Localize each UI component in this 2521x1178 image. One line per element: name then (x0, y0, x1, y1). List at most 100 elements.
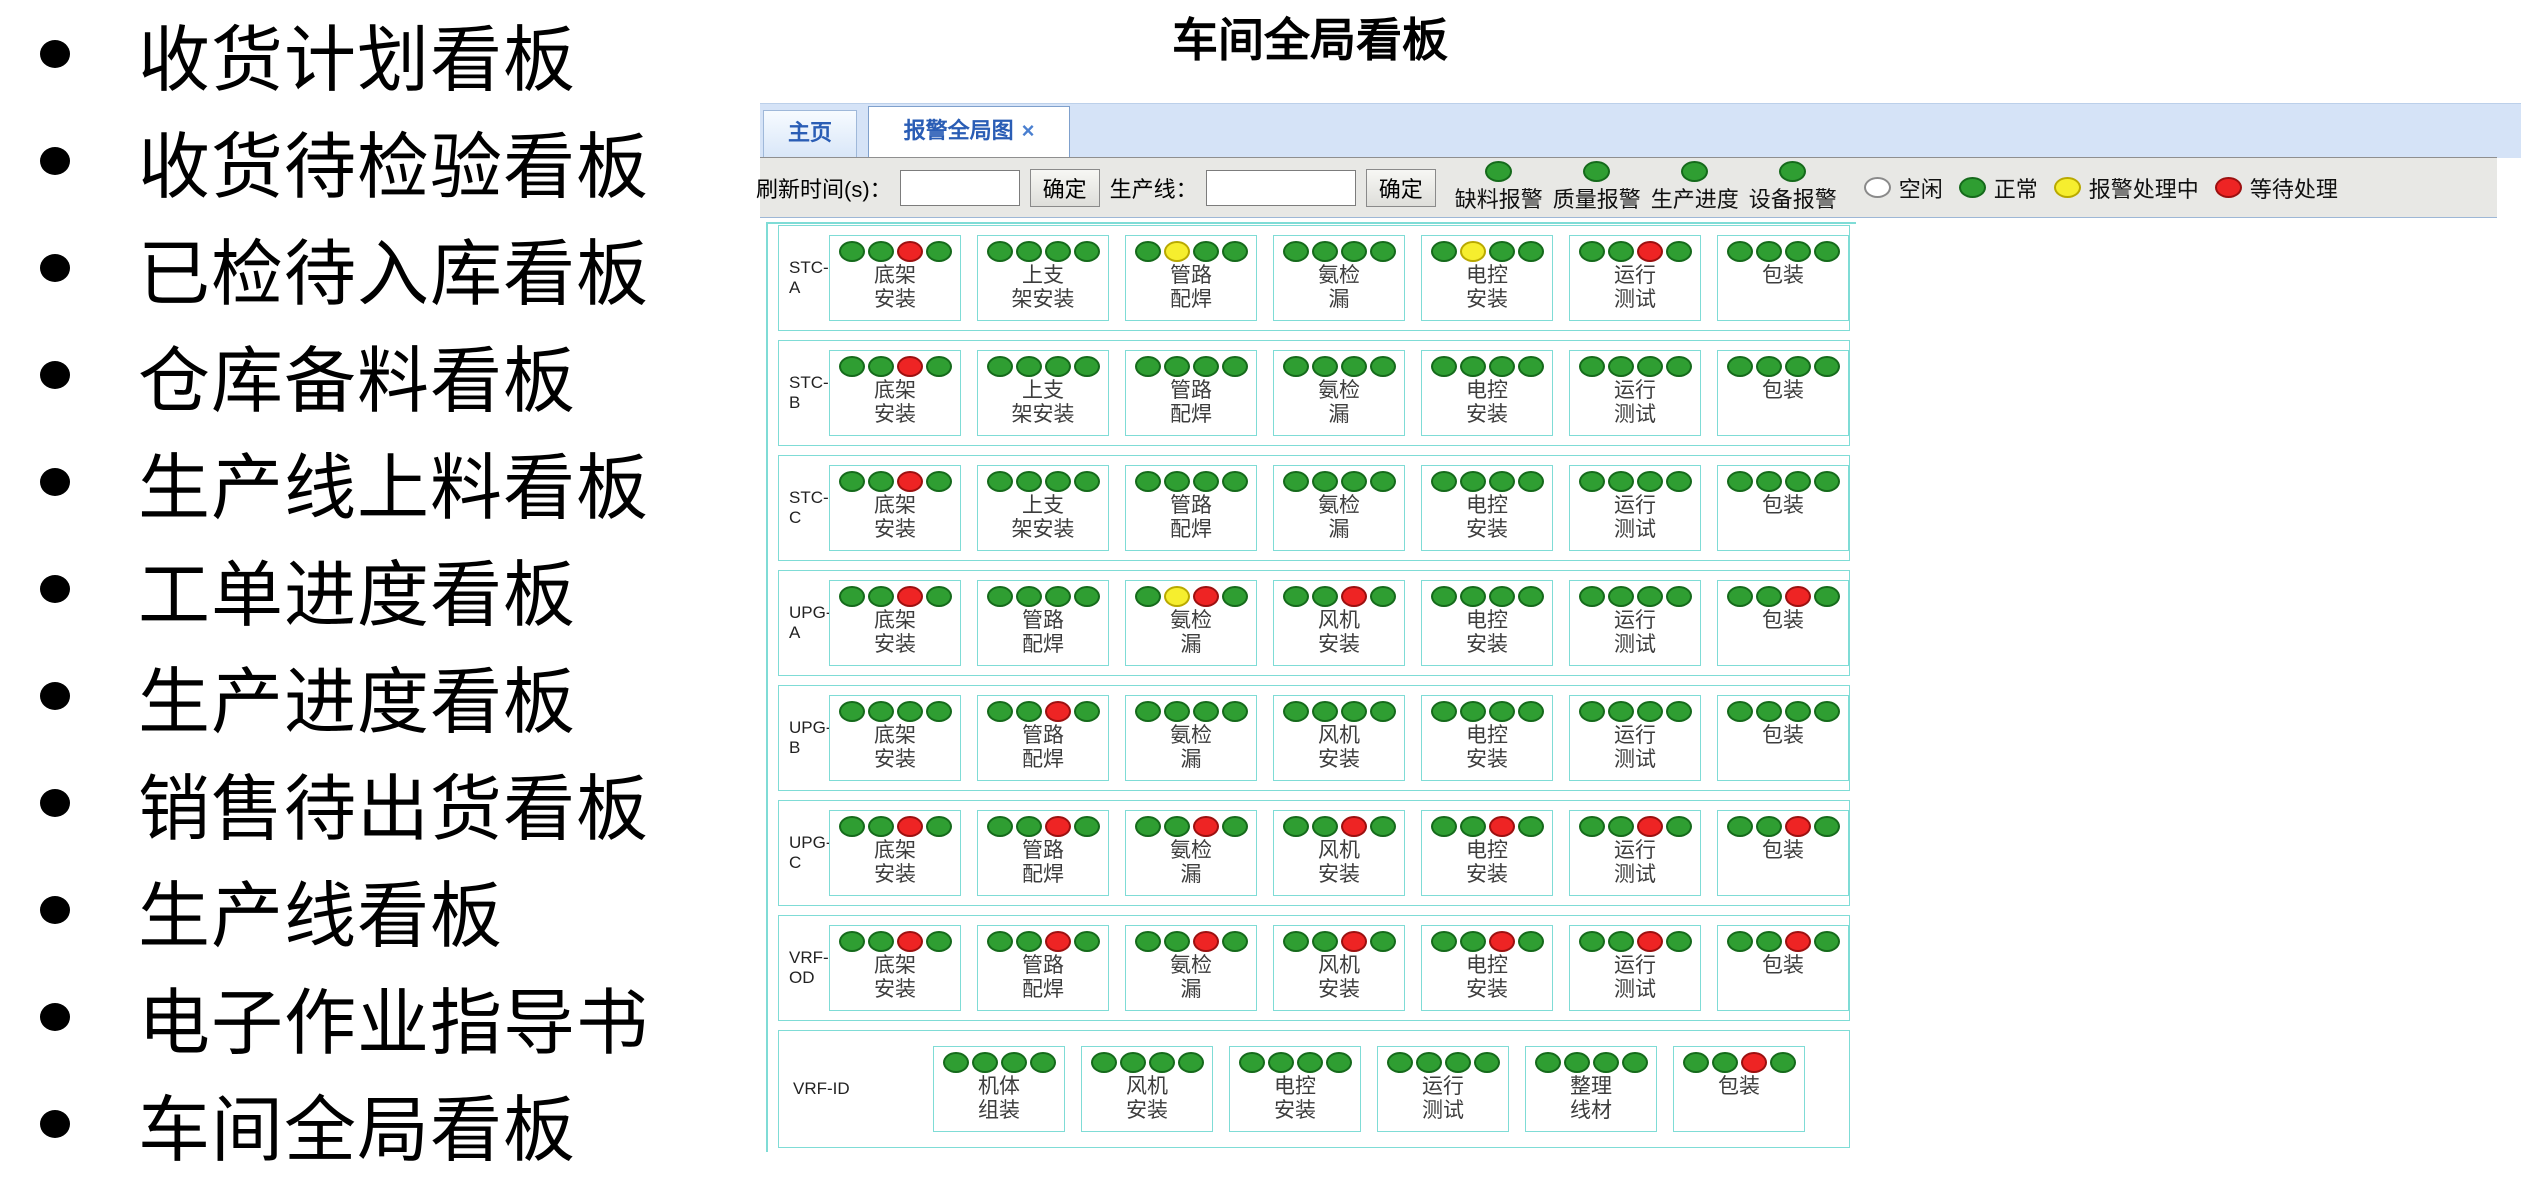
status-dot-waiting (896, 816, 923, 837)
status-dot-normal (1665, 586, 1692, 607)
status-dot-normal (1784, 471, 1811, 492)
status-dot-processing (2053, 177, 2081, 198)
status-dot-normal (1621, 1052, 1648, 1073)
station-box-运行测试[interactable]: 运行 测试 (1377, 1046, 1509, 1132)
status-dot-normal (1311, 931, 1338, 952)
station-box-氨检漏[interactable]: 氨检漏 (1273, 465, 1405, 551)
station-box-管路配焊[interactable]: 管路 配焊 (977, 810, 1109, 896)
station-box-底架安装[interactable]: 底架 安装 (829, 350, 961, 436)
status-dot-normal (925, 356, 952, 377)
line-row-STC-C: STC- C 底架 安装 上支 架安装 管路 配焊 氨检漏 电控 安装 运行 测试 包装 (778, 455, 1850, 561)
station-box-电控安装[interactable]: 电控 安装 (1421, 580, 1553, 666)
station-box-整理线材[interactable]: 整理 线材 (1525, 1046, 1657, 1132)
station-box-管路配焊[interactable]: 管路 配焊 (1125, 350, 1257, 436)
station-box-包装[interactable]: 包装 (1717, 925, 1849, 1011)
status-dot-normal (986, 586, 1013, 607)
station-box-电控安装[interactable]: 电控 安装 (1421, 810, 1553, 896)
close-tab-icon[interactable]: × (1021, 118, 1035, 143)
station-box-底架安装[interactable]: 底架 安装 (829, 465, 961, 551)
station-box-电控安装[interactable]: 电控 安装 (1421, 465, 1553, 551)
station-box-氨检漏[interactable]: 氨检漏 (1125, 925, 1257, 1011)
tab-home[interactable]: 主页 (763, 110, 857, 158)
status-dot-normal (1282, 586, 1309, 607)
station-box-包装[interactable]: 包装 (1717, 465, 1849, 551)
station-box-电控安装[interactable]: 电控 安装 (1229, 1046, 1361, 1132)
station-box-运行测试[interactable]: 运行 测试 (1569, 810, 1701, 896)
station-box-风机安装[interactable]: 风机 安装 (1081, 1046, 1213, 1132)
station-box-风机安装[interactable]: 风机 安装 (1273, 810, 1405, 896)
status-dot-normal (1073, 701, 1100, 722)
bullet-icon (40, 1002, 70, 1031)
page-title: 车间全局看板 (1172, 14, 1448, 66)
station-box-管路配焊[interactable]: 管路 配焊 (977, 695, 1109, 781)
station-box-管路配焊[interactable]: 管路 配焊 (977, 925, 1109, 1011)
station-box-管路配焊[interactable]: 管路 配焊 (1125, 465, 1257, 551)
station-status-dots (1430, 816, 1544, 837)
station-box-电控安装[interactable]: 电控 安装 (1421, 235, 1553, 321)
station-box-上支架安装[interactable]: 上支 架安装 (977, 350, 1109, 436)
status-dot-waiting (1636, 931, 1663, 952)
station-box-机体组装[interactable]: 机体 组装 (933, 1046, 1065, 1132)
status-dot-normal (1578, 931, 1605, 952)
station-name: 底架 安装 (874, 264, 916, 311)
alarm-legend-item: 缺料报警 (1455, 161, 1543, 214)
refresh-time-input[interactable] (899, 169, 1020, 206)
station-box-电控安装[interactable]: 电控 安装 (1421, 925, 1553, 1011)
station-box-包装[interactable]: 包装 (1717, 695, 1849, 781)
station-box-运行测试[interactable]: 运行 测试 (1569, 350, 1701, 436)
station-box-运行测试[interactable]: 运行 测试 (1569, 465, 1701, 551)
station-name: 风机 安装 (1318, 839, 1360, 886)
station-box-电控安装[interactable]: 电控 安装 (1421, 695, 1553, 781)
station-box-电控安装[interactable]: 电控 安装 (1421, 350, 1553, 436)
station-box-底架安装[interactable]: 底架 安装 (829, 235, 961, 321)
station-status-dots (986, 586, 1100, 607)
station-box-运行测试[interactable]: 运行 测试 (1569, 580, 1701, 666)
station-box-底架安装[interactable]: 底架 安装 (829, 810, 961, 896)
station-box-氨检漏[interactable]: 氨检漏 (1125, 810, 1257, 896)
status-dot-normal (1311, 816, 1338, 837)
status-dot-normal (1563, 1052, 1590, 1073)
status-dot-waiting (1784, 816, 1811, 837)
station-box-氨检漏[interactable]: 氨检漏 (1125, 580, 1257, 666)
station-box-氨检漏[interactable]: 氨检漏 (1273, 235, 1405, 321)
station-box-包装[interactable]: 包装 (1717, 810, 1849, 896)
station-box-管路配焊[interactable]: 管路 配焊 (977, 580, 1109, 666)
station-box-运行测试[interactable]: 运行 测试 (1569, 235, 1701, 321)
station-name: 电控 安装 (1466, 724, 1508, 771)
station-box-包装[interactable]: 包装 (1717, 580, 1849, 666)
station-box-风机安装[interactable]: 风机 安装 (1273, 580, 1405, 666)
station-box-底架安装[interactable]: 底架 安装 (829, 695, 961, 781)
station-name: 机体 组装 (978, 1075, 1020, 1122)
station-name: 氨检漏 (1170, 724, 1212, 771)
production-line-input[interactable] (1205, 169, 1356, 206)
station-box-运行测试[interactable]: 运行 测试 (1569, 925, 1701, 1011)
station-box-包装[interactable]: 包装 (1717, 235, 1849, 321)
station-box-底架安装[interactable]: 底架 安装 (829, 580, 961, 666)
status-dot-waiting (896, 241, 923, 262)
status-dot-normal (1090, 1052, 1117, 1073)
list-item-label: 车间全局看板 (138, 1091, 577, 1171)
refresh-confirm-button[interactable]: 确定 (1029, 168, 1100, 207)
station-status-dots (986, 241, 1100, 262)
station-name: 风机 安装 (1126, 1075, 1168, 1122)
station-box-包装[interactable]: 包装 (1717, 350, 1849, 436)
station-box-运行测试[interactable]: 运行 测试 (1569, 695, 1701, 781)
line-row-UPG-A: UPG- A 底架 安装 管路 配焊 氨检漏 风机 安装 电控 安装 运行 测试 包装 (778, 570, 1850, 676)
status-dot-waiting (1340, 931, 1367, 952)
station-box-氨检漏[interactable]: 氨检漏 (1125, 695, 1257, 781)
station-box-包装[interactable]: 包装 (1673, 1046, 1805, 1132)
station-box-上支架安装[interactable]: 上支 架安装 (977, 235, 1109, 321)
station-box-风机安装[interactable]: 风机 安装 (1273, 925, 1405, 1011)
station-box-上支架安装[interactable]: 上支 架安装 (977, 465, 1109, 551)
station-name: 电控 安装 (1466, 609, 1508, 656)
station-name: 氨检漏 (1170, 839, 1212, 886)
station-box-底架安装[interactable]: 底架 安装 (829, 925, 961, 1011)
station-box-氨检漏[interactable]: 氨检漏 (1273, 350, 1405, 436)
status-dot-normal (1163, 816, 1190, 837)
status-dot-normal (925, 816, 952, 837)
tab-alarm-global-map[interactable]: 报警全局图 × (868, 106, 1070, 158)
stations-strip: 底架 安装 管路 配焊 氨检漏 风机 安装 电控 安装 运行 测试 包装 (829, 925, 1849, 1011)
line-confirm-button[interactable]: 确定 (1365, 168, 1436, 207)
station-box-风机安装[interactable]: 风机 安装 (1273, 695, 1405, 781)
station-box-管路配焊[interactable]: 管路 配焊 (1125, 235, 1257, 321)
